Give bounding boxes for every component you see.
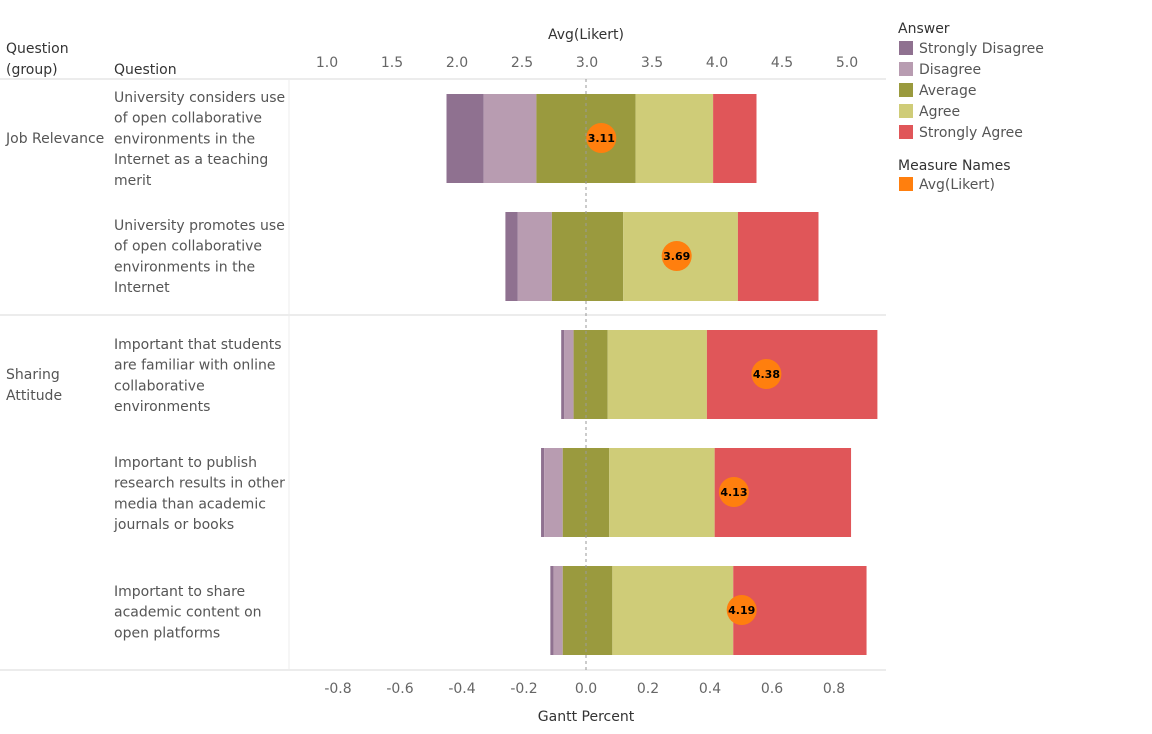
bar-segment-strongly-agree — [706, 330, 878, 419]
bar-segment-strongly-disagree — [561, 330, 565, 419]
top-tick-label: 1.0 — [316, 55, 338, 71]
legend-item-label: Strongly Agree — [919, 125, 1023, 141]
question-label-line: of open collaborative — [114, 239, 262, 255]
legend-measure-title: Measure Names — [898, 158, 1011, 174]
bar-segment-agree — [635, 94, 714, 183]
legend-item-label: Average — [919, 83, 977, 99]
group-label-sharing-attitude-line1: Sharing — [6, 367, 60, 383]
bottom-tick-label: -0.6 — [386, 681, 413, 697]
group-label-job-relevance: Job Relevance — [5, 131, 104, 147]
bar-segment-strongly-agree — [713, 94, 757, 183]
bar-segment-strongly-disagree — [446, 94, 484, 183]
avg-likert-label: 4.19 — [728, 604, 755, 617]
bar-segment-strongly-agree — [737, 212, 819, 301]
bar-segment-disagree — [544, 448, 563, 537]
bottom-tick-label: 0.2 — [637, 681, 659, 697]
question-label-line: open platforms — [114, 625, 220, 641]
bar-segment-agree — [607, 330, 707, 419]
legend-swatch — [899, 83, 913, 97]
bottom-tick-label: 0.4 — [699, 681, 721, 697]
bar-segment-strongly-disagree — [505, 212, 518, 301]
avg-likert-marker — [726, 595, 757, 625]
question-label-line: research results in other — [114, 476, 285, 492]
header-question: Question — [114, 62, 177, 78]
bottom-tick-label: 0.0 — [575, 681, 597, 697]
top-axis-ticks: 1.0 1.5 2.0 2.5 3.0 3.5 4.0 4.5 5.0 — [316, 55, 858, 71]
top-tick-label: 3.5 — [641, 55, 663, 71]
bar-segment-average — [562, 566, 613, 655]
avg-likert-marker — [751, 359, 782, 389]
top-tick-label: 2.0 — [446, 55, 468, 71]
bottom-axis-ticks: -0.8 -0.6 -0.4 -0.2 0.0 0.2 0.4 0.6 0.8 — [324, 681, 845, 697]
question-label-line: academic content on — [114, 605, 262, 621]
bottom-tick-label: -0.2 — [510, 681, 537, 697]
bar-segment-disagree — [553, 566, 563, 655]
legend-swatch — [899, 125, 913, 139]
bottom-tick-label: 0.8 — [823, 681, 845, 697]
avg-likert-label: 4.13 — [720, 486, 747, 499]
bar-segment-strongly-disagree — [550, 566, 554, 655]
legend-answer-title: Answer — [898, 21, 950, 37]
bottom-axis-title: Gantt Percent — [538, 709, 635, 725]
question-label-line: University considers use — [114, 90, 285, 106]
legend-swatch — [899, 104, 913, 118]
top-tick-label: 1.5 — [381, 55, 403, 71]
question-label-line: Important to publish — [114, 455, 257, 471]
bar-segment-disagree — [517, 212, 552, 301]
bar-segment-average — [573, 330, 608, 419]
header-question-group-line1: Question — [6, 41, 69, 57]
question-label-line: Important to share — [114, 584, 245, 600]
group-label-sharing-attitude-line2: Attitude — [6, 388, 62, 404]
header-question-group-line2: (group) — [6, 62, 58, 78]
bar-segment-average — [562, 448, 610, 537]
question-label-line: Internet as a teaching — [114, 152, 268, 168]
top-axis-title: Avg(Likert) — [548, 27, 624, 43]
avg-likert-marker — [661, 241, 692, 271]
legend-swatch — [899, 41, 913, 55]
top-tick-label: 5.0 — [836, 55, 858, 71]
legend-item-label: Strongly Disagree — [919, 41, 1044, 57]
question-label-line: journals or books — [113, 517, 234, 533]
bar-segment-strongly-disagree — [541, 448, 545, 537]
avg-likert-marker — [718, 477, 749, 507]
bar-segment-disagree — [483, 94, 537, 183]
question-label-line: media than academic — [114, 496, 266, 512]
question-label-line: of open collaborative — [114, 111, 262, 127]
top-tick-label: 3.0 — [576, 55, 598, 71]
avg-likert-markers: 3.11 3.69 4.38 4.13 4.19 — [586, 123, 782, 625]
legend: Answer Measure Names Strongly Disagree Di… — [898, 21, 1044, 193]
question-label-line: University promotes use — [114, 218, 285, 234]
question-label-line: are familiar with online — [114, 358, 276, 374]
avg-likert-label: 3.69 — [663, 250, 690, 263]
question-label-line: merit — [114, 173, 152, 189]
avg-likert-label: 4.38 — [753, 368, 780, 381]
top-tick-label: 4.5 — [771, 55, 793, 71]
bottom-tick-label: -0.4 — [448, 681, 475, 697]
legend-swatch — [899, 62, 913, 76]
legend-item-label: Agree — [919, 104, 960, 120]
avg-likert-marker — [586, 123, 617, 153]
question-label-line: Important that students — [114, 337, 282, 353]
bottom-tick-label: -0.8 — [324, 681, 351, 697]
question-label-line: environments — [114, 399, 210, 415]
bar-segment-disagree — [564, 330, 574, 419]
bar-segment-agree — [612, 566, 734, 655]
question-label-line: environments in the — [114, 131, 255, 147]
legend-item-label: Disagree — [919, 62, 981, 78]
top-tick-label: 4.0 — [706, 55, 728, 71]
question-label-line: environments in the — [114, 259, 255, 275]
legend-measure-label: Avg(Likert) — [919, 177, 995, 193]
bar-segment-average — [551, 212, 624, 301]
bottom-tick-label: 0.6 — [761, 681, 783, 697]
question-label-line: collaborative — [114, 378, 205, 394]
bar-segment-average — [536, 94, 636, 183]
top-tick-label: 2.5 — [511, 55, 533, 71]
question-labels: University considers use of open collabor… — [113, 90, 285, 641]
bar-segments — [446, 94, 878, 655]
avg-likert-label: 3.11 — [588, 132, 615, 145]
question-label-line: Internet — [114, 280, 170, 296]
legend-measure-swatch — [899, 177, 913, 191]
bar-segment-agree — [609, 448, 715, 537]
